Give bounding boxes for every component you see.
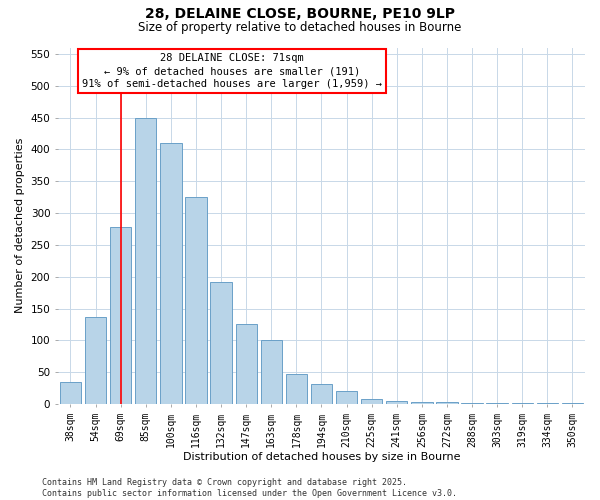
Bar [185,197,206,404]
Bar [236,324,257,404]
Bar [110,227,131,404]
Bar [311,384,332,404]
Bar [461,403,483,404]
Bar [85,317,106,404]
Text: 28 DELAINE CLOSE: 71sqm
← 9% of detached houses are smaller (191)
91% of semi-de: 28 DELAINE CLOSE: 71sqm ← 9% of detached… [82,53,382,89]
Bar [411,402,433,404]
Text: 28, DELAINE CLOSE, BOURNE, PE10 9LP: 28, DELAINE CLOSE, BOURNE, PE10 9LP [145,8,455,22]
Text: Contains HM Land Registry data © Crown copyright and database right 2025.
Contai: Contains HM Land Registry data © Crown c… [42,478,457,498]
Bar [135,118,157,404]
X-axis label: Distribution of detached houses by size in Bourne: Distribution of detached houses by size … [183,452,460,462]
Bar [487,403,508,404]
Bar [336,392,357,404]
Text: Size of property relative to detached houses in Bourne: Size of property relative to detached ho… [139,21,461,34]
Bar [160,143,182,404]
Bar [361,399,382,404]
Bar [436,402,458,404]
Bar [286,374,307,404]
Bar [260,340,282,404]
Bar [386,401,407,404]
Y-axis label: Number of detached properties: Number of detached properties [15,138,25,314]
Bar [60,382,81,404]
Bar [211,282,232,404]
